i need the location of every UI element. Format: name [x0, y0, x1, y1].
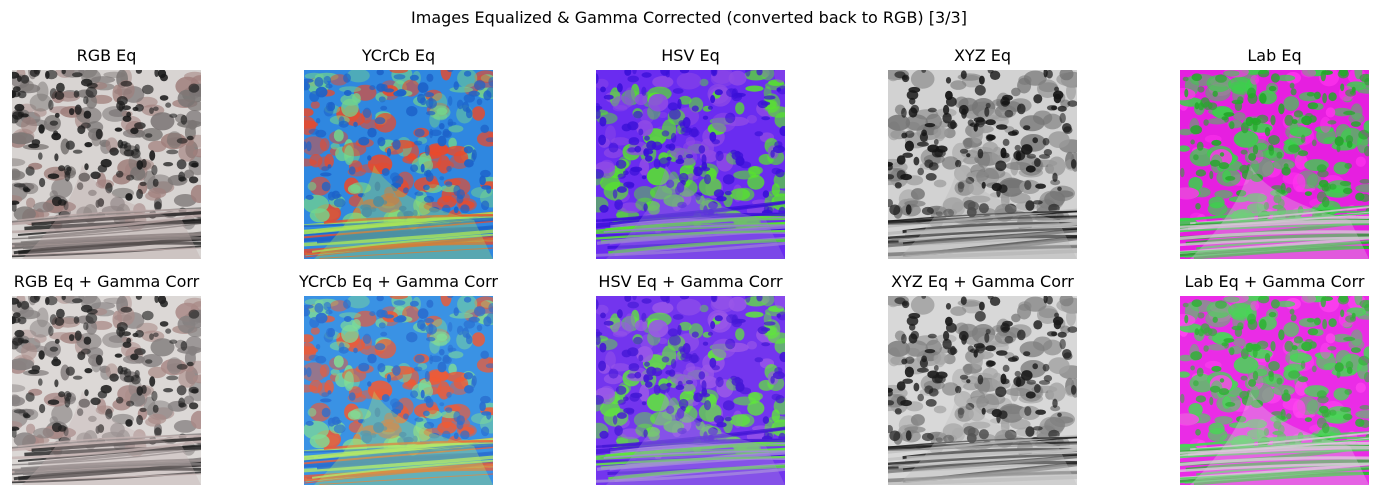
tissue-image — [304, 70, 493, 259]
panel-title: XYZ Eq — [953, 46, 1012, 65]
tissue-image — [304, 296, 493, 485]
panel-title: RGB Eq + Gamma Corr — [13, 272, 200, 291]
panel-title: Lab Eq + Gamma Corr — [1184, 272, 1365, 291]
tissue-image — [1180, 70, 1369, 259]
tissue-image — [596, 70, 785, 259]
tissue-image — [12, 70, 201, 259]
figure-title: Images Equalized & Gamma Corrected (conv… — [411, 8, 967, 27]
panel-title: Lab Eq — [1247, 46, 1302, 65]
panel-title: HSV Eq + Gamma Corr — [598, 272, 783, 291]
panel-title: XYZ Eq + Gamma Corr — [891, 272, 1074, 291]
tissue-image — [12, 296, 201, 485]
tissue-image — [1180, 296, 1369, 485]
panel-title: YCrCb Eq + Gamma Corr — [298, 272, 498, 291]
tissue-image — [888, 296, 1077, 485]
tissue-image — [888, 70, 1077, 259]
panel-title: HSV Eq — [661, 46, 720, 65]
panel-title: RGB Eq — [76, 46, 137, 65]
tissue-image — [596, 296, 785, 485]
panel-title: YCrCb Eq — [361, 46, 436, 65]
